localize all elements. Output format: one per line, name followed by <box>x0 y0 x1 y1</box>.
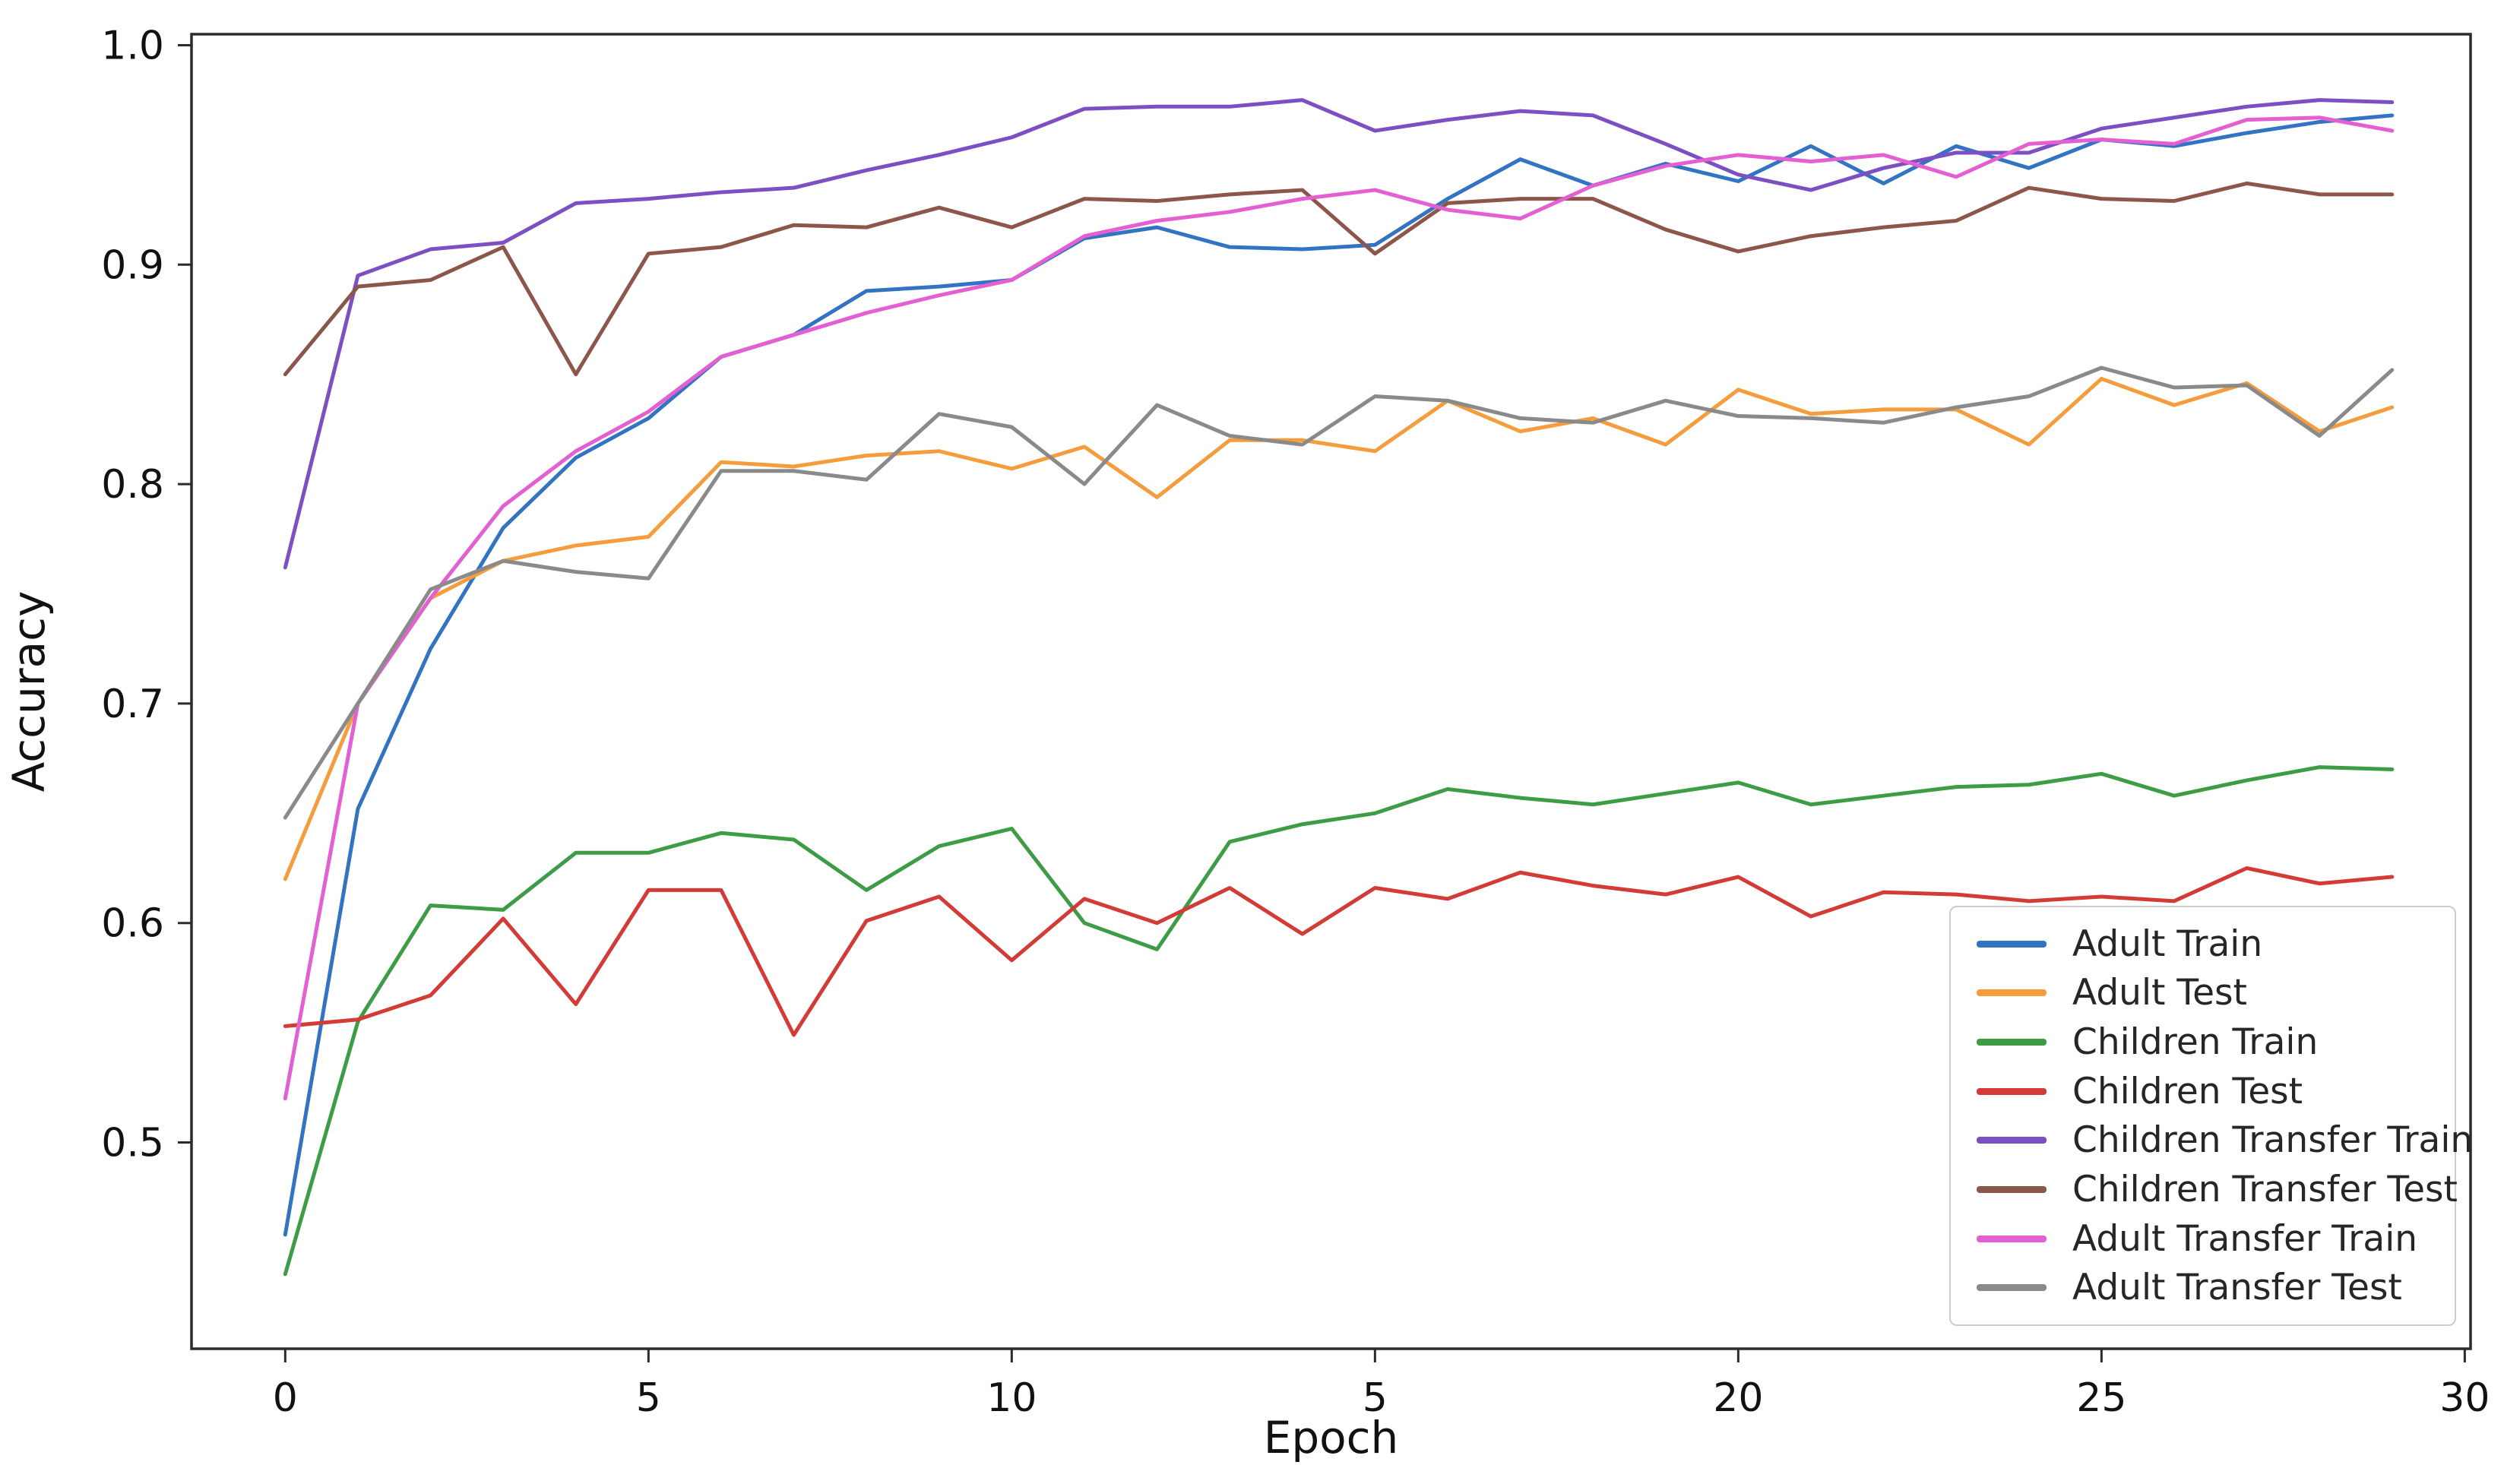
y-tick-label: 0.9 <box>101 242 164 288</box>
legend-swatch-icon <box>1977 940 2047 948</box>
legend-swatch-icon <box>1977 1087 2047 1095</box>
series-line-children-transfer-test <box>283 181 2395 377</box>
legend-item-children-train: Children Train <box>1977 1021 2445 1063</box>
legend-swatch-icon <box>1977 1039 2047 1046</box>
legend-box: Adult Train Adult Test Children Train Child… <box>1949 906 2473 1326</box>
y-tick-label: 0.7 <box>101 682 164 727</box>
series-line-adult-transfer-train <box>283 115 2395 1101</box>
legend-swatch-icon <box>1977 1185 2047 1193</box>
legend-label: Children Test <box>2072 1070 2303 1112</box>
y-tick-label: 0.5 <box>101 1121 164 1166</box>
legend-label: Children Transfer Train <box>2072 1119 2474 1162</box>
legend-swatch-icon <box>1977 989 2047 997</box>
legend-item-adult-transfer-train: Adult Transfer Train <box>1977 1218 2445 1260</box>
legend-swatch-icon <box>1977 1137 2047 1144</box>
legend-item-adult-transfer-test: Adult Transfer Test <box>1977 1267 2445 1308</box>
series-line-children-train <box>283 765 2395 1277</box>
x-tick-label: 5 <box>1363 1375 1388 1421</box>
legend-item-adult-test: Adult Test <box>1977 972 2445 1014</box>
legend-label: Adult Transfer Test <box>2072 1267 2402 1309</box>
legend-label: Children Train <box>2072 1021 2319 1064</box>
legend-swatch-icon <box>1977 1284 2047 1292</box>
legend-label: Adult Test <box>2072 972 2247 1014</box>
x-tick-label: 25 <box>2076 1375 2126 1421</box>
series-line-children-test <box>283 865 2395 1037</box>
x-tick-label: 5 <box>636 1375 661 1421</box>
x-tick-label: 0 <box>273 1375 298 1421</box>
legend-item-adult-train: Adult Train <box>1977 923 2445 965</box>
y-tick-label: 0.8 <box>101 462 164 508</box>
x-tick-label: 20 <box>1713 1375 1763 1421</box>
legend-item-children-transfer-test: Children Transfer Test <box>1977 1169 2458 1210</box>
legend-label: Adult Transfer Train <box>2072 1217 2418 1260</box>
legend-label: Children Transfer Test <box>2072 1168 2458 1210</box>
y-axis-title: Accuracy <box>3 590 55 793</box>
x-tick-label: 10 <box>986 1375 1037 1421</box>
legend-swatch-icon <box>1977 1235 2047 1242</box>
series-line-adult-train <box>283 113 2395 1237</box>
plot-spines <box>190 33 2472 1350</box>
x-axis-title: Epoch <box>1263 1412 1399 1463</box>
legend-item-children-transfer-train: Children Transfer Train <box>1977 1119 2473 1161</box>
x-tick-label: 30 <box>2439 1375 2490 1421</box>
series-line-adult-transfer-test <box>283 365 2395 820</box>
series-line-children-transfer-train <box>283 98 2395 570</box>
legend-label: Adult Train <box>2072 922 2263 965</box>
series-line-adult-test <box>283 376 2395 881</box>
y-tick-label: 0.6 <box>101 901 164 947</box>
y-tick-label: 1.0 <box>101 23 164 68</box>
legend-item-children-test: Children Test <box>1977 1071 2445 1112</box>
